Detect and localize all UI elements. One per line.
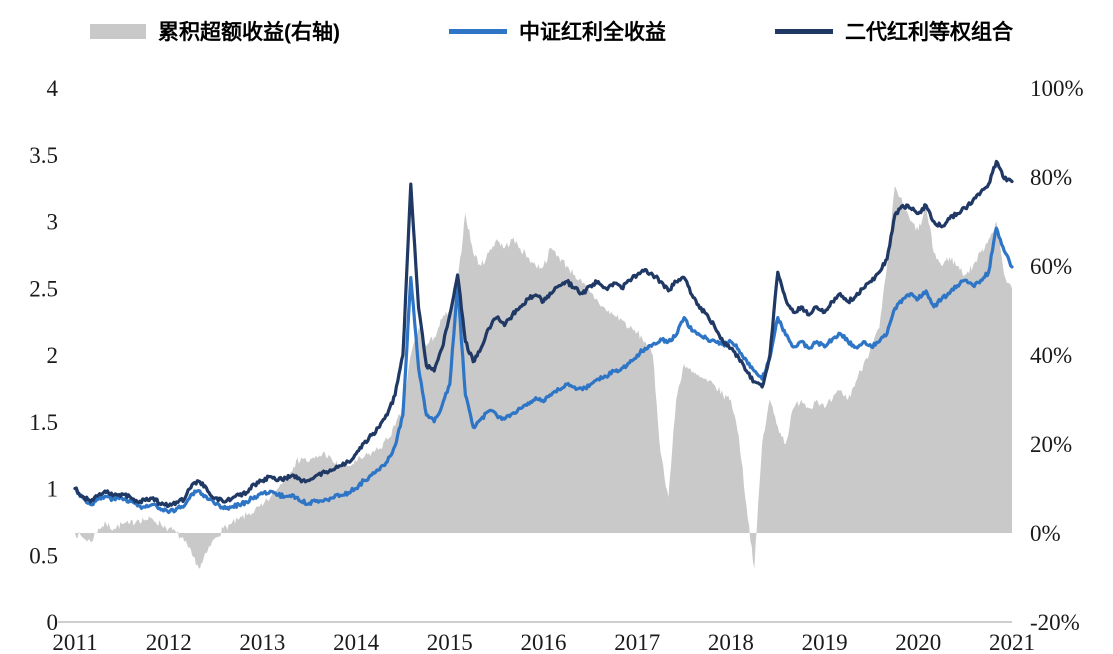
x-axis-tick-label: 2015: [427, 630, 473, 654]
right-axis-tick-label: 60%: [1030, 254, 1072, 279]
left-axis-tick-label: 2.5: [29, 276, 58, 301]
x-axis-tick-label: 2011: [52, 630, 97, 654]
line-swatch-navy-icon: [775, 28, 833, 34]
portfolio-line: [73, 159, 1014, 509]
x-axis-tick-label: 2021: [989, 630, 1035, 654]
right-axis-tick-label: 80%: [1030, 165, 1072, 190]
right-axis-tick-label: 40%: [1030, 343, 1072, 368]
right-axis-tick-label: 20%: [1030, 432, 1072, 457]
left-axis-tick-label: 3: [47, 210, 59, 235]
x-axis-tick-label: 2019: [802, 630, 848, 654]
legend-label-portfolio: 二代红利等权组合: [845, 21, 1013, 44]
right-axis-tick-label: 0%: [1030, 521, 1061, 546]
legend-label-excess-return: 累积超额收益(右轴): [158, 21, 340, 44]
line-swatch-blue-icon: [449, 28, 507, 34]
left-axis-tick-label: 2: [47, 343, 59, 368]
left-axis-tick-label: 0: [47, 610, 59, 635]
excess-return-area: [75, 185, 1012, 569]
left-axis-tick-label: 4: [47, 76, 59, 101]
csi-dividend-line: [73, 226, 1014, 515]
x-axis-tick-label: 2014: [333, 630, 380, 654]
area-swatch-icon: [90, 23, 146, 39]
left-axis-tick-label: 3.5: [29, 143, 58, 168]
legend-label-csi-dividend: 中证红利全收益: [519, 21, 666, 44]
left-axis-tick-label: 0.5: [29, 543, 58, 568]
x-axis-tick-label: 2017: [614, 630, 660, 654]
x-axis-tick-label: 2018: [708, 630, 754, 654]
x-axis-tick-label: 2016: [521, 630, 567, 654]
left-axis-tick-label: 1.5: [29, 410, 58, 435]
legend: 累积超额收益(右轴) 中证红利全收益 二代红利等权组合: [0, 16, 1113, 46]
legend-item-csi-dividend: 中证红利全收益: [449, 16, 666, 46]
x-axis-tick-label: 2020: [895, 630, 941, 654]
right-axis-tick-label: -20%: [1030, 610, 1080, 635]
legend-item-excess-return: 累积超额收益(右轴): [90, 16, 340, 46]
legend-item-portfolio: 二代红利等权组合: [775, 16, 1013, 46]
x-axis-tick-label: 2013: [239, 630, 285, 654]
x-axis-tick-label: 2012: [146, 630, 192, 654]
left-axis-tick-label: 1: [47, 477, 59, 502]
right-axis-tick-label: 100%: [1030, 76, 1084, 101]
